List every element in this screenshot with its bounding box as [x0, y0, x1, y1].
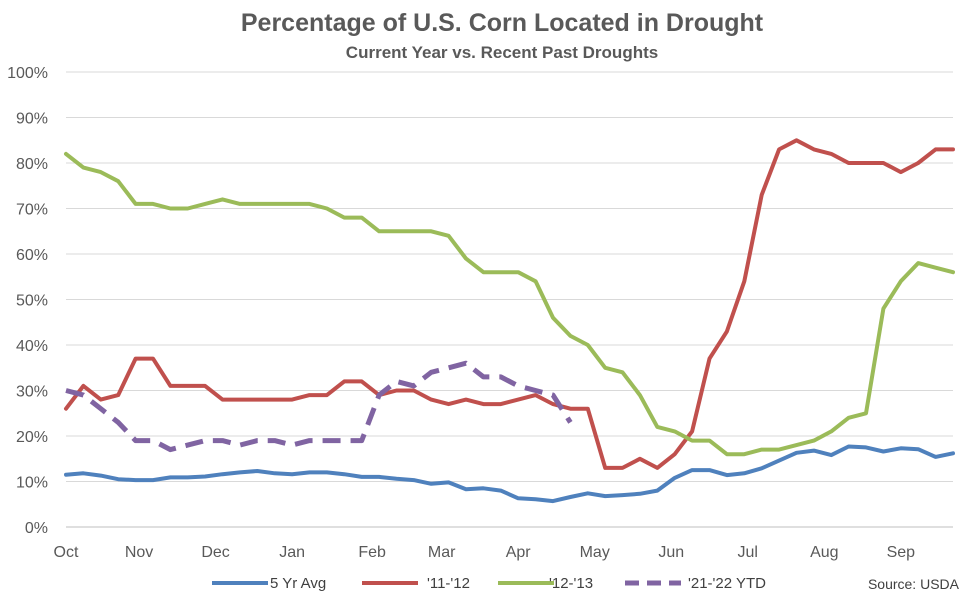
x-tick-label: Feb	[358, 544, 386, 561]
y-tick-label: 40%	[16, 338, 48, 355]
legend-label: '21-'22 YTD	[688, 575, 766, 592]
x-tick-label: Jul	[738, 544, 758, 561]
y-tick-label: 20%	[16, 429, 48, 446]
series-lines	[64, 138, 955, 504]
legend: 5 Yr Avg '11-'12 '12-'13 '21-'22 YTD	[212, 575, 766, 592]
y-tick-label: 90%	[16, 111, 48, 128]
series-line	[64, 138, 955, 470]
y-tick-label: 100%	[7, 65, 48, 82]
axes: 0% 10% 20% 30% 40% 50% 60% 70% 80% 90% 100% Oct Nov D…	[7, 65, 953, 561]
y-tick-label: 0%	[25, 520, 48, 537]
x-tick-label: May	[580, 544, 610, 561]
x-tick-label: Sep	[887, 544, 916, 561]
y-tick-label: 10%	[16, 475, 48, 492]
source-note: Source: USDA	[868, 576, 960, 592]
y-tick-label: 60%	[16, 247, 48, 264]
chart-title: Percentage of U.S. Corn Located in Droug…	[241, 9, 764, 37]
x-tick-label: Dec	[201, 544, 229, 561]
series-line	[65, 360, 573, 453]
x-tick-label: Apr	[506, 544, 532, 561]
chart-subtitle: Current Year vs. Recent Past Droughts	[346, 43, 658, 62]
x-tick-label: Oct	[54, 544, 79, 561]
x-tick-label: Aug	[810, 544, 838, 561]
legend-label: '12-'13	[549, 575, 593, 592]
y-tick-label: 70%	[16, 202, 48, 219]
x-tick-label: Jan	[279, 544, 305, 561]
x-tick-label: Mar	[428, 544, 456, 561]
y-tick-label: 80%	[16, 156, 48, 173]
series-line	[64, 151, 955, 457]
y-tick-label: 30%	[16, 384, 48, 401]
legend-label: '11-'12	[427, 575, 470, 592]
grid-lines	[66, 71, 953, 482]
x-tick-label: Nov	[125, 544, 153, 561]
legend-label: 5 Yr Avg	[270, 575, 326, 592]
y-tick-label: 50%	[16, 293, 48, 310]
x-tick-label: Jun	[658, 544, 684, 561]
series-line	[64, 444, 955, 504]
